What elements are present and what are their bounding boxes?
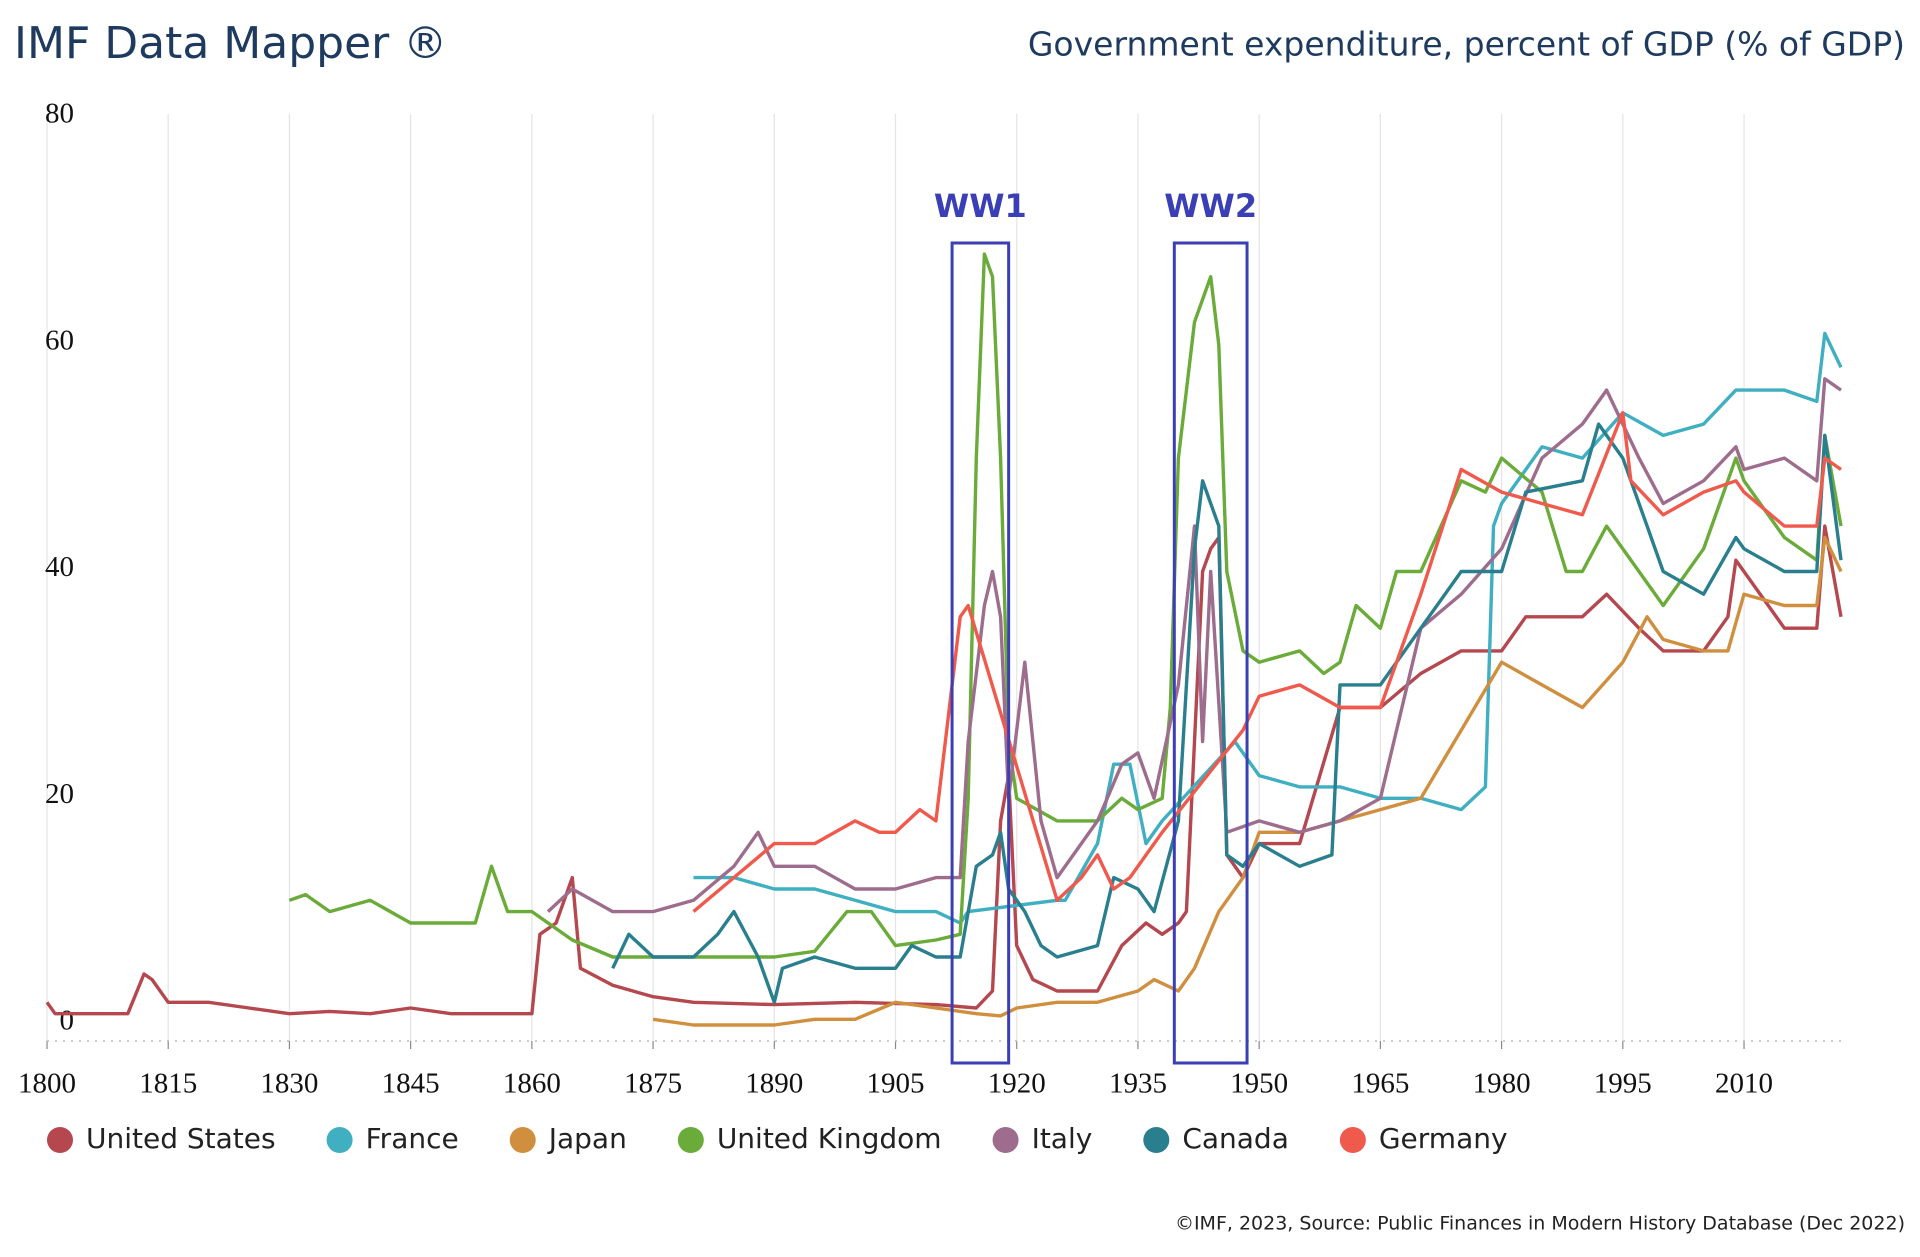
legend-swatch [47, 1127, 73, 1153]
legend-label: United States [86, 1122, 276, 1155]
legend-item: Italy [992, 1122, 1093, 1155]
x-tick-label: 2010 [1715, 1068, 1773, 1100]
legend-item: France [326, 1122, 459, 1155]
series-line [693, 331, 1843, 925]
annotation-box [1172, 241, 1249, 1065]
legend-item: Japan [509, 1122, 627, 1155]
annotation-label: WW1 [934, 187, 1027, 225]
x-tick-label: 1935 [1109, 1068, 1167, 1100]
series-line [611, 422, 1843, 1004]
x-tick-label: 1890 [745, 1068, 803, 1100]
series-line [546, 377, 1842, 914]
legend-swatch [326, 1127, 353, 1153]
y-tick-label: 80 [45, 98, 74, 130]
x-tick-label: 1800 [18, 1068, 76, 1100]
annotation-label: WW2 [1164, 187, 1257, 225]
chart-title: IMF Data Mapper ® [14, 18, 447, 69]
legend-item: United Kingdom [677, 1122, 942, 1155]
x-tick-label: 1860 [503, 1068, 561, 1100]
legend-label: United Kingdom [717, 1122, 942, 1155]
legend-label: Italy [1032, 1122, 1093, 1155]
x-tick-label: 1980 [1473, 1068, 1531, 1100]
series-line [288, 252, 1843, 959]
legend-item: Canada [1143, 1122, 1289, 1155]
annotation-box [950, 241, 1011, 1065]
x-tick-label: 1920 [988, 1068, 1046, 1100]
legend-swatch [1339, 1127, 1366, 1153]
x-tick-label: 1995 [1594, 1068, 1652, 1100]
x-tick-label: 1815 [139, 1068, 197, 1100]
series-line [692, 411, 1842, 913]
x-tick-label: 1965 [1351, 1068, 1409, 1100]
y-tick-label: 40 [45, 551, 74, 583]
legend-item: United States [47, 1122, 276, 1155]
chart-subtitle: Government expenditure, percent of GDP (… [1028, 25, 1905, 64]
legend-swatch [509, 1127, 536, 1153]
x-tick-label: 1905 [867, 1068, 925, 1100]
legend-swatch [677, 1127, 704, 1153]
series-line [45, 524, 1843, 1016]
legend-label: Canada [1182, 1122, 1289, 1155]
x-tick-label: 1830 [260, 1068, 318, 1100]
legend-item: Germany [1339, 1122, 1508, 1155]
legend-swatch [992, 1127, 1019, 1153]
y-tick-label: 20 [45, 778, 74, 810]
legend-label: Japan [547, 1122, 627, 1155]
x-tick-label: 1950 [1230, 1068, 1288, 1100]
x-tick-label: 1845 [382, 1068, 440, 1100]
y-tick-label: 60 [45, 324, 74, 356]
legend-label: France [366, 1122, 459, 1155]
source-note: ©IMF, 2023, Source: Public Finances in M… [1175, 1213, 1905, 1235]
series-line [652, 535, 1843, 1027]
x-tick-label: 1875 [624, 1068, 682, 1100]
legend-label: Germany [1379, 1122, 1508, 1155]
legend-swatch [1143, 1127, 1170, 1153]
y-tick-label: 0 [60, 1005, 75, 1037]
